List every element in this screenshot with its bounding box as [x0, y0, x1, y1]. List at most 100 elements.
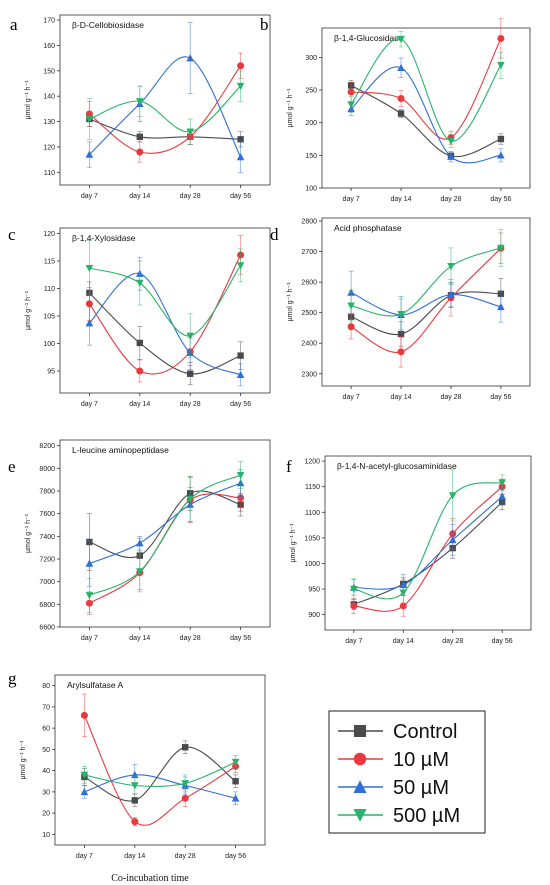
legend-item-500-um: 500 µM: [338, 805, 460, 827]
y-axis-label: µmol g⁻¹ h⁻¹: [25, 513, 32, 553]
data-point: [136, 568, 144, 576]
data-point: [497, 34, 505, 42]
series-line: [89, 482, 241, 565]
series-line: [353, 482, 503, 600]
data-point: [447, 290, 455, 298]
panel-letter: g: [8, 669, 17, 688]
x-tick-label: day 28: [440, 394, 461, 401]
y-axis-label: µmol g⁻¹ h⁻¹: [25, 290, 32, 330]
series-line: [353, 486, 503, 612]
y-tick-label: 7600: [39, 511, 55, 518]
series-50-um: [85, 22, 245, 173]
y-tick-label: 6800: [39, 602, 55, 609]
series-50-um: [85, 256, 245, 387]
panel-letter: d: [270, 225, 279, 244]
data-point: [231, 794, 240, 802]
data-point: [236, 153, 245, 161]
data-point: [497, 302, 505, 311]
y-tick-label: 110: [44, 286, 55, 293]
y-tick-label: 100: [43, 341, 55, 348]
series-line: [89, 493, 241, 604]
data-point: [131, 818, 139, 826]
y-tick-label: 950: [308, 587, 320, 594]
x-tick-label: day 7: [345, 638, 362, 645]
x-tick-label: day 56: [230, 193, 251, 200]
data-point: [397, 330, 405, 338]
series-50-um: [80, 763, 240, 805]
legend-marker: [354, 725, 366, 737]
x-tick-label: day 28: [180, 401, 201, 408]
plot-frame: [54, 674, 266, 846]
series-control: [86, 281, 244, 386]
data-point: [131, 797, 138, 804]
data-point: [237, 136, 244, 143]
y-tick-label: 1150: [305, 484, 320, 491]
panel-a: a β-D-Cellobiosidase 110 120 130 140 150 160 170…: [10, 14, 271, 200]
y-tick-label: 6600: [39, 625, 55, 632]
data-point: [236, 262, 245, 270]
data-point: [85, 264, 94, 273]
panel-letter: a: [10, 15, 18, 34]
panel-letter: b: [260, 15, 269, 34]
panel-title: β-1,4-Glucosidase: [334, 33, 403, 43]
x-tick-label: day 56: [225, 853, 246, 860]
y-tick-label: 20: [42, 811, 50, 818]
panel-letter: c: [8, 225, 16, 244]
x-tick-label: day 56: [492, 638, 513, 645]
y-tick-label: 115: [44, 259, 55, 266]
data-point: [447, 152, 455, 160]
series-500-um: [347, 229, 505, 330]
data-point: [136, 98, 144, 106]
y-tick-label: 1050: [304, 535, 320, 542]
y-tick-label: 250: [305, 88, 317, 95]
series-line: [88, 254, 242, 375]
plot-frame: [324, 455, 532, 631]
data-point: [85, 319, 94, 327]
plot-frame: [59, 227, 271, 394]
data-point: [186, 495, 194, 503]
series-50-um: [347, 270, 505, 334]
y-tick-label: 7000: [39, 579, 55, 586]
y-tick-label: 120: [43, 231, 55, 238]
legend-item-10-um: 10 µM: [338, 749, 449, 771]
series-line: [89, 118, 241, 140]
series-500-um: [347, 30, 505, 148]
plot-frame: [59, 14, 271, 186]
x-tick-label: day 56: [230, 635, 251, 642]
data-point: [85, 150, 94, 158]
data-point: [80, 787, 89, 796]
x-tick-label: day 7: [343, 394, 360, 401]
data-point: [186, 128, 194, 136]
series-line: [350, 84, 502, 158]
series-line: [84, 774, 236, 799]
series-line: [84, 746, 236, 802]
data-point: [236, 82, 245, 91]
y-tick-label: 170: [43, 18, 55, 25]
panel-title: β-D-Cellobiosidase: [72, 20, 144, 30]
x-tick-label: day 14: [391, 394, 412, 401]
y-tick-label: 50: [42, 747, 50, 754]
series-line: [89, 273, 241, 376]
data-point: [497, 62, 505, 70]
series-line: [89, 474, 241, 596]
y-tick-label: 105: [43, 314, 55, 321]
x-tick-label: day 28: [175, 853, 196, 860]
x-axis-caption: Co-incubation time: [111, 873, 189, 884]
y-tick-label: 8200: [39, 443, 55, 450]
series-50-um: [347, 57, 505, 164]
data-point: [447, 263, 455, 271]
panel-title: β-1,4-Xylosidase: [72, 233, 136, 243]
x-tick-label: day 28: [440, 196, 461, 203]
y-tick-label: 80: [42, 683, 50, 690]
data-point: [237, 494, 245, 502]
y-tick-label: 110: [44, 170, 55, 177]
y-axis-label: µmol g⁻¹ h⁻¹: [287, 282, 294, 322]
series-10-um: [80, 693, 240, 827]
series-control: [350, 494, 506, 610]
data-point: [231, 758, 240, 767]
series-line: [89, 85, 241, 133]
y-axis-label: µmol g⁻¹ h⁻¹: [20, 740, 27, 780]
x-tick-label: day 28: [180, 635, 201, 642]
data-point: [350, 585, 358, 594]
data-point: [236, 370, 245, 379]
